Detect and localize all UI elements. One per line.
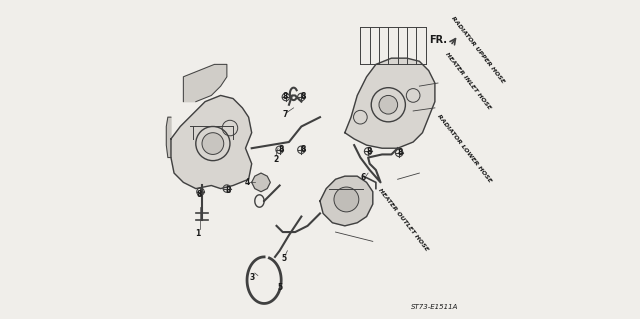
Text: 5: 5	[282, 254, 287, 263]
Text: 7: 7	[282, 109, 288, 119]
Text: 8: 8	[278, 145, 284, 154]
Polygon shape	[166, 117, 171, 158]
Text: 8: 8	[300, 93, 306, 101]
Text: FR.: FR.	[429, 34, 447, 45]
Text: 8: 8	[196, 190, 202, 199]
Text: 5: 5	[277, 284, 282, 293]
Text: HEATER INLET HOSE: HEATER INLET HOSE	[444, 52, 492, 111]
Circle shape	[202, 133, 224, 154]
Polygon shape	[345, 58, 435, 148]
Text: RADIATOR LOWER HOSE: RADIATOR LOWER HOSE	[436, 114, 493, 184]
Text: 8: 8	[282, 93, 288, 101]
Polygon shape	[184, 64, 227, 102]
Text: RADIATOR UPPER HOSE: RADIATOR UPPER HOSE	[451, 16, 506, 85]
Text: 2: 2	[273, 155, 278, 164]
Text: 6: 6	[361, 173, 366, 182]
Text: ST73-E1511A: ST73-E1511A	[411, 304, 459, 309]
Text: 8: 8	[397, 148, 403, 157]
Text: 3: 3	[250, 272, 255, 282]
Text: 8: 8	[226, 186, 231, 195]
Text: 8: 8	[301, 145, 306, 154]
Polygon shape	[320, 176, 372, 226]
Text: 4: 4	[244, 178, 250, 187]
Text: HEATER OUTLET HOSE: HEATER OUTLET HOSE	[378, 188, 429, 252]
Circle shape	[334, 187, 359, 212]
Circle shape	[379, 95, 397, 114]
Text: 8: 8	[367, 147, 372, 156]
Polygon shape	[252, 173, 270, 192]
Polygon shape	[171, 95, 252, 189]
Text: 1: 1	[195, 229, 200, 238]
